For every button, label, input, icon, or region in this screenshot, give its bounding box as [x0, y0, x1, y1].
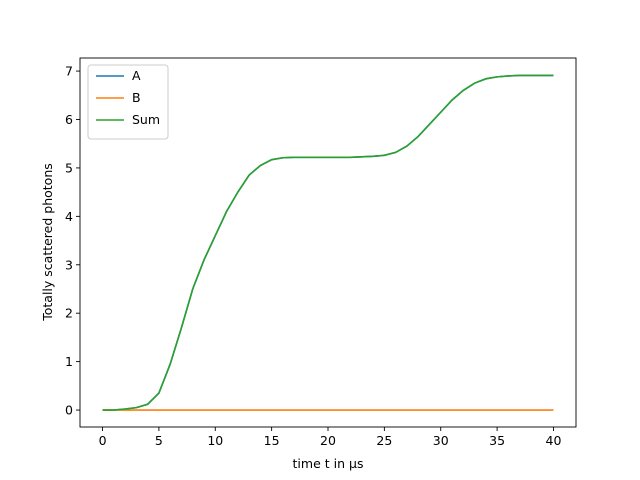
x-tick-label: 15: [264, 433, 280, 448]
y-tick-label: 4: [65, 209, 73, 224]
x-tick-label: 25: [376, 433, 392, 448]
x-tick-label: 40: [546, 433, 562, 448]
line-series: [102, 74, 554, 411]
legend-label: Sum: [132, 112, 160, 127]
y-tick-label: 0: [65, 403, 73, 418]
y-tick-label: 6: [65, 112, 73, 127]
plot-frame: [79, 57, 577, 428]
y-tick-label: 5: [65, 160, 73, 175]
x-axis-label: time t in μs: [293, 456, 364, 471]
x-tick-label: 30: [433, 433, 449, 448]
x-tick-label: 0: [99, 433, 107, 448]
x-tick-label: 35: [489, 433, 505, 448]
legend-label: A: [132, 68, 141, 83]
line-series: [102, 74, 554, 411]
x-tick-label: 5: [155, 433, 163, 448]
y-tick-label: 7: [65, 64, 73, 79]
legend-label: B: [132, 90, 141, 105]
y-tick-label: 1: [65, 354, 73, 369]
y-tick-label: 3: [65, 257, 73, 272]
x-tick-label: 20: [320, 433, 336, 448]
y-axis-label: Totally scattered photons: [40, 163, 55, 322]
x-tick-label: 10: [207, 433, 223, 448]
y-tick-label: 2: [65, 306, 73, 321]
